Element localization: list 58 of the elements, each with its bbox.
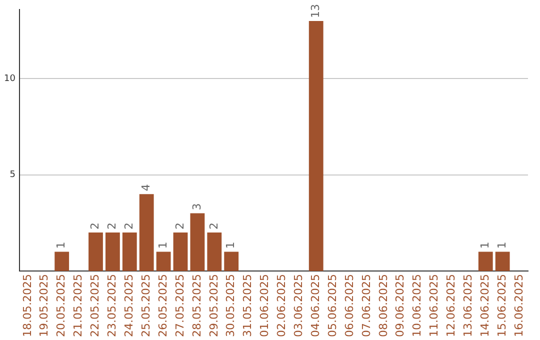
x-tick-label: 28.05.2025 xyxy=(190,274,204,338)
x-tick-label: 29.05.2025 xyxy=(207,274,220,338)
bar xyxy=(190,213,205,272)
bar xyxy=(122,232,137,272)
x-tick-label: 30.05.2025 xyxy=(224,274,238,338)
x-tick-label: 13.06.2025 xyxy=(462,274,475,338)
x-tick-label: 15.06.2025 xyxy=(495,274,508,338)
x-tick-label: 24.05.2025 xyxy=(122,274,136,338)
x-tick-label: 08.06.2025 xyxy=(376,274,390,338)
x-tick-label: 01.06.2025 xyxy=(258,274,272,338)
x-tick-label: 25.05.2025 xyxy=(139,274,152,338)
bar xyxy=(308,20,324,272)
x-tick-label: 10.06.2025 xyxy=(410,274,424,338)
data-label: 1 xyxy=(54,242,68,249)
data-label: 3 xyxy=(190,203,204,210)
x-tick-label: 19.05.2025 xyxy=(38,274,51,338)
y-tick-label: 5 xyxy=(10,170,16,180)
bar xyxy=(173,232,188,272)
data-label: 1 xyxy=(495,242,508,249)
bar xyxy=(207,232,222,272)
bar xyxy=(156,252,171,272)
data-label: 1 xyxy=(478,242,492,249)
data-label: 2 xyxy=(173,222,186,230)
data-label: 2 xyxy=(88,222,102,230)
x-tick-label: 16.06.2025 xyxy=(512,274,526,338)
x-tick-label: 02.06.2025 xyxy=(275,274,288,338)
bar xyxy=(88,232,103,272)
bar xyxy=(105,232,120,272)
bar xyxy=(139,194,154,272)
data-label: 1 xyxy=(224,242,238,249)
bar xyxy=(224,252,239,272)
x-tick-label: 18.05.2025 xyxy=(20,274,34,338)
x-tick-label: 14.06.2025 xyxy=(478,274,492,338)
x-tick-label: 26.05.2025 xyxy=(156,274,170,338)
x-tick-label: 05.06.2025 xyxy=(326,274,339,338)
bar xyxy=(54,252,70,272)
x-tick-label: 20.05.2025 xyxy=(54,274,68,338)
x-tick-label: 07.06.2025 xyxy=(360,274,373,338)
data-label: 1 xyxy=(156,242,170,249)
data-label: 4 xyxy=(139,184,152,192)
x-tick-label: 09.06.2025 xyxy=(394,274,407,338)
x-tick-label: 27.05.2025 xyxy=(173,274,186,338)
x-tick-label: 11.06.2025 xyxy=(428,274,441,338)
data-label: 2 xyxy=(106,222,119,230)
bar xyxy=(478,252,493,272)
x-tick-label: 31.05.2025 xyxy=(241,274,254,338)
x-tick-label: 03.06.2025 xyxy=(292,274,306,338)
x-tick-label: 12.06.2025 xyxy=(444,274,458,338)
x-tick-label: 04.06.2025 xyxy=(308,274,322,338)
data-label: 2 xyxy=(122,222,136,230)
x-tick-label: 06.06.2025 xyxy=(342,274,356,338)
x-tick-label: 22.05.2025 xyxy=(88,274,102,338)
x-tick-label: 23.05.2025 xyxy=(106,274,119,338)
bar xyxy=(495,252,510,272)
x-tick-label: 21.05.2025 xyxy=(72,274,85,338)
data-label: 2 xyxy=(207,222,220,230)
y-tick-label: 10 xyxy=(4,74,16,84)
data-label: 13 xyxy=(308,4,322,18)
